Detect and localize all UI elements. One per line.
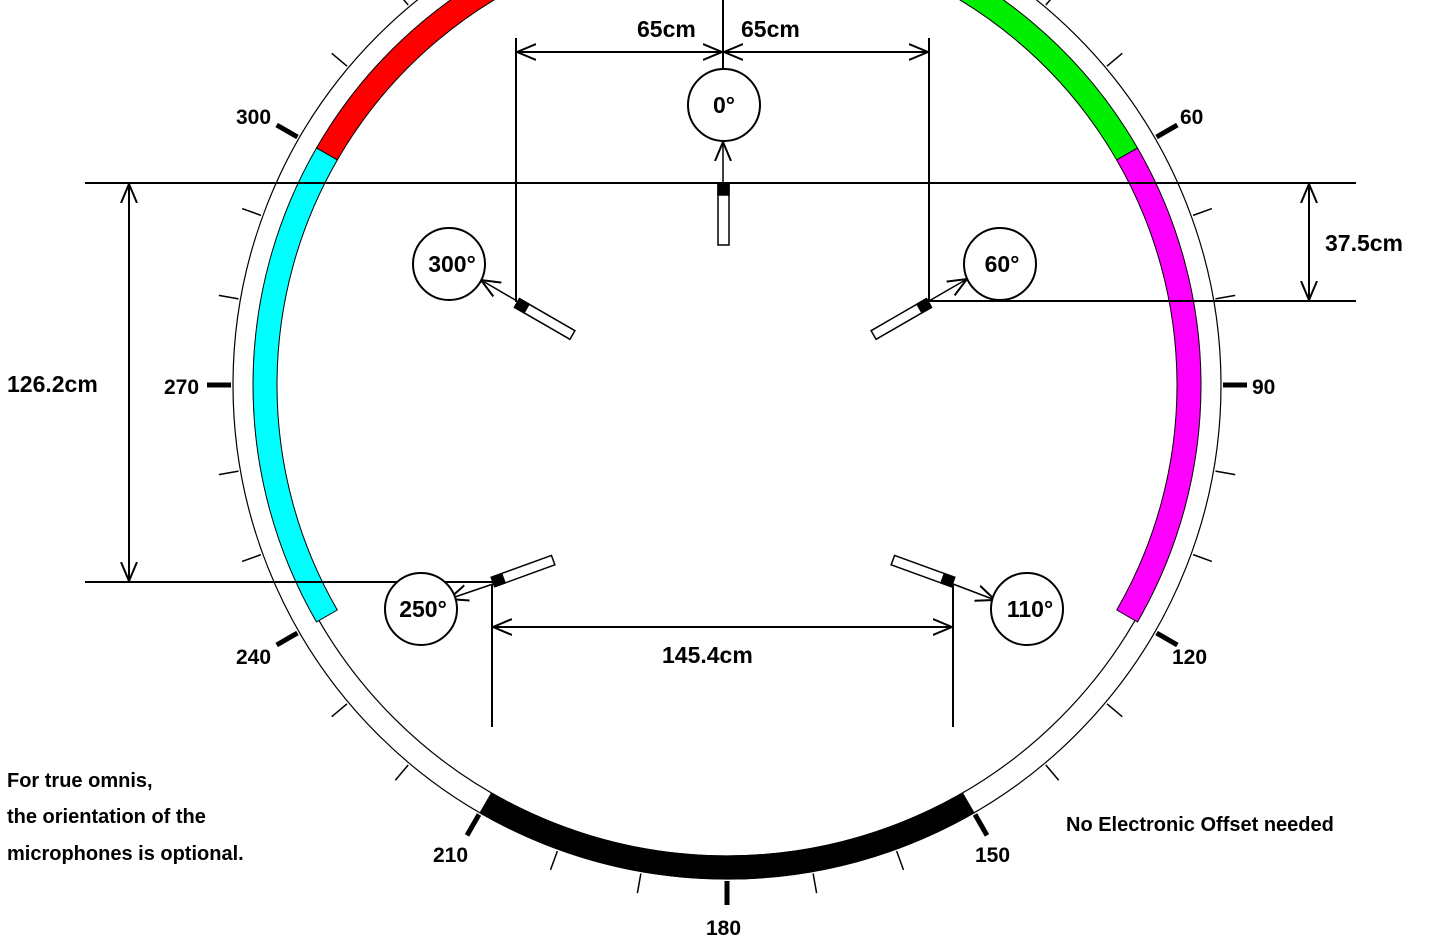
minor-tick [394, 764, 409, 781]
minor-tick [1192, 207, 1213, 217]
front-depth-label: 37.5cm [1325, 230, 1403, 256]
dimension-arrows [129, 52, 1309, 627]
speaker-front-left-circle: 300° [412, 227, 486, 301]
tick-label-210: 210 [433, 844, 468, 867]
speaker-front-left-label: 300° [428, 251, 476, 277]
minor-tick [331, 703, 348, 718]
omni-note-line1: For true omnis, [7, 770, 153, 792]
speaker-rear-left-label: 250° [399, 596, 447, 622]
mic-rear-left [490, 554, 556, 588]
mic-rear-right [890, 554, 956, 588]
angle-circles: 0° 60° 300° 110° 250° [384, 68, 1064, 646]
sector-front-right [958, 0, 1139, 161]
minor-tick [1215, 470, 1236, 476]
omni-note-line2: the orientation of the [7, 806, 206, 828]
extension-lines [491, 0, 954, 727]
major-tick [972, 813, 990, 837]
sector-left-side [252, 147, 338, 623]
speaker-rear-right-circle: 110° [990, 572, 1064, 646]
tick-label-180: 180 [706, 917, 741, 940]
speaker-rear-right-label: 110° [1007, 596, 1053, 622]
speaker-center-label: 0° [713, 92, 735, 118]
major-tick [1155, 630, 1179, 648]
minor-tick [1045, 764, 1060, 781]
speaker-front-right-circle: 60° [963, 227, 1037, 301]
tick-label-120: 120 [1172, 646, 1207, 669]
minor-tick [241, 207, 262, 217]
tick-label-270: 270 [164, 376, 199, 399]
right-spacing-label: 65cm [741, 16, 800, 42]
speaker-rear-left-circle: 250° [384, 572, 458, 646]
rear-width-label: 145.4cm [662, 642, 753, 668]
colored-sectors [252, 0, 1202, 880]
offset-note: No Electronic Offset needed [1066, 814, 1334, 836]
minor-tick [218, 470, 239, 476]
sector-front-left [315, 0, 496, 161]
omni-note-line3: microphones is optional. [7, 843, 244, 865]
minor-tick [241, 553, 262, 563]
dimension-labels: 65cm 65cm 37.5cm 126.2cm 145.4cm [7, 16, 1403, 668]
minor-tick [895, 850, 905, 871]
tick-label-60: 60 [1180, 106, 1203, 129]
microphones [449, 142, 995, 600]
minor-tick [812, 873, 818, 894]
minor-tick [1045, 0, 1052, 6]
major-tick [1155, 122, 1179, 140]
left-spacing-label: 65cm [637, 16, 696, 42]
tick-labels: 60 90 120 150 180 210 240 270 300 [164, 106, 1275, 940]
tick-label-240: 240 [236, 646, 271, 669]
minor-tick [331, 52, 348, 67]
mic-front-right [870, 297, 933, 341]
notes: For true omnis, the orientation of the m… [7, 770, 1334, 865]
tick-label-90: 90 [1252, 376, 1275, 399]
minor-tick [549, 850, 559, 871]
minor-tick [1215, 294, 1236, 300]
major-tick [275, 630, 299, 648]
mic-center [718, 142, 729, 246]
minor-tick [1106, 703, 1123, 718]
major-tick [275, 122, 299, 140]
minor-tick [1106, 52, 1123, 67]
minor-tick [218, 294, 239, 300]
tick-label-300: 300 [236, 106, 271, 129]
tick-label-150: 150 [975, 844, 1010, 867]
sector-right-side [1116, 147, 1202, 623]
minor-tick [636, 873, 642, 894]
major-tick [464, 813, 482, 837]
minor-tick [402, 0, 409, 6]
mic-front-left [513, 297, 576, 341]
speaker-center-circle: 0° [687, 68, 761, 142]
sector-rear [479, 792, 975, 880]
degree-ticks [207, 0, 1247, 905]
speaker-front-right-label: 60° [985, 251, 1020, 277]
minor-tick [1192, 553, 1213, 563]
side-depth-label: 126.2cm [7, 371, 98, 397]
